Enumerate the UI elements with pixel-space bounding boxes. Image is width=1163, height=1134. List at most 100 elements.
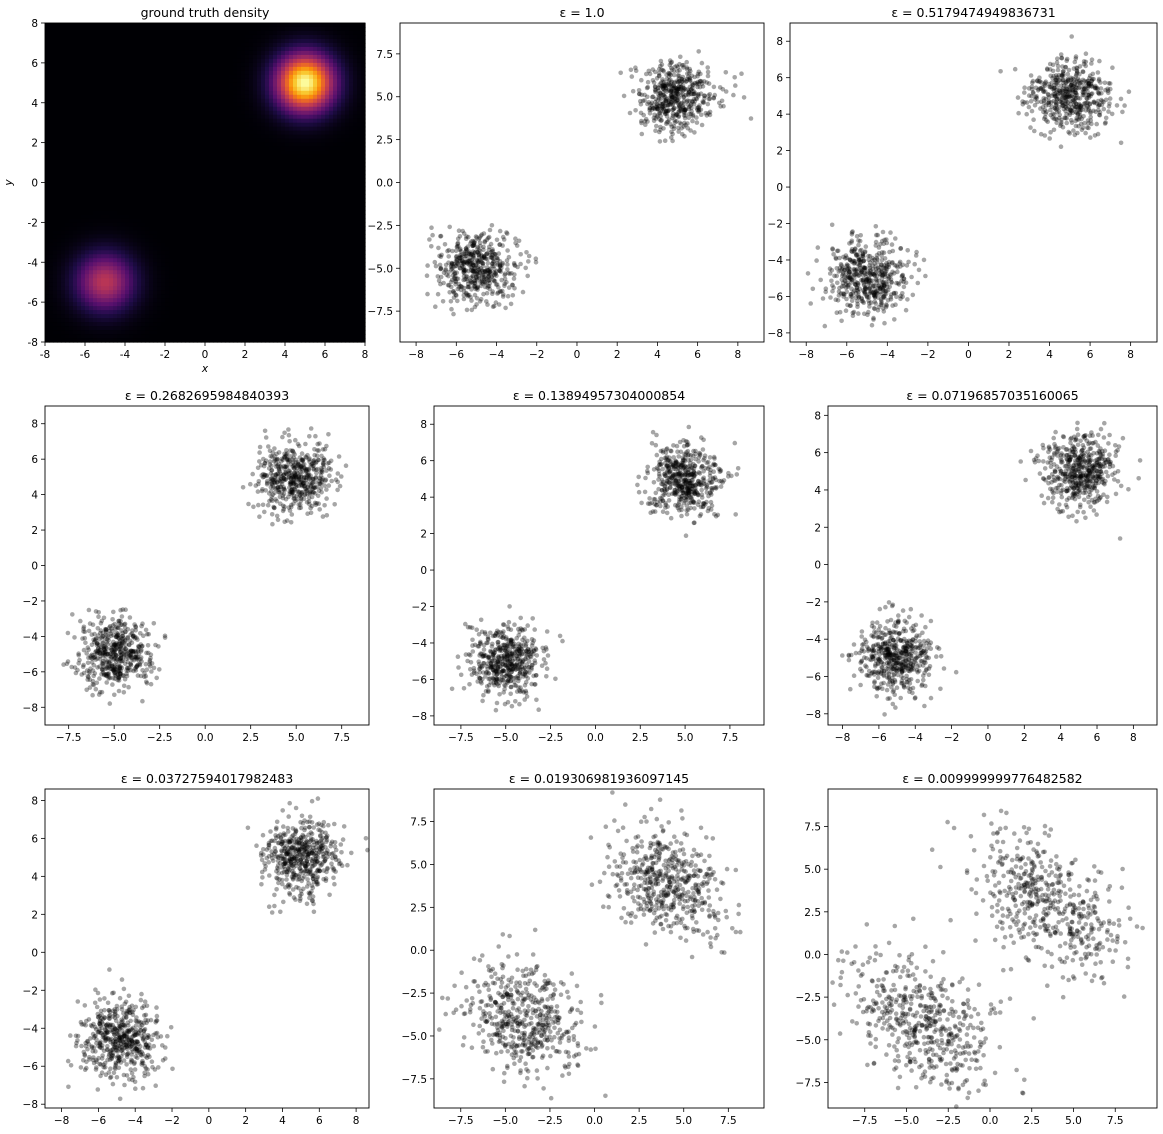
heatmap-cell <box>241 230 246 235</box>
heatmap-cell <box>217 130 222 136</box>
heatmap-cell <box>109 102 114 108</box>
heatmap-cell <box>197 34 202 40</box>
heatmap-cell <box>221 230 226 235</box>
heatmap-cell <box>197 250 202 255</box>
heatmap-cell <box>53 310 58 315</box>
heatmap-cell <box>217 110 222 116</box>
heatmap-cell <box>173 130 178 136</box>
heatmap-cell <box>105 194 110 200</box>
heatmap-cell <box>129 110 134 116</box>
heatmap-cell <box>145 318 150 323</box>
heatmap-cell <box>101 54 106 60</box>
heatmap-cell <box>293 70 298 76</box>
heatmap-cell <box>137 334 142 339</box>
heatmap-cell <box>209 126 214 132</box>
heatmap-cell <box>89 214 94 219</box>
heatmap-cell <box>149 206 154 212</box>
heatmap-cell <box>77 166 82 172</box>
heatmap-cell <box>161 206 166 212</box>
heatmap-cell <box>249 302 254 307</box>
heatmap-cell <box>53 226 58 231</box>
heatmap-cell <box>137 210 142 215</box>
heatmap-cell <box>285 178 290 184</box>
heatmap-cell <box>85 23 90 28</box>
heatmap-cell <box>209 222 214 227</box>
heatmap-cell <box>293 134 298 140</box>
heatmap-cell <box>233 290 238 295</box>
heatmap-cell <box>237 210 242 215</box>
heatmap-cell <box>269 270 274 275</box>
heatmap-cell <box>261 138 266 144</box>
heatmap-cell <box>45 322 50 327</box>
heatmap-cell <box>113 38 118 44</box>
heatmap-cell <box>49 158 54 164</box>
heatmap-cell <box>101 286 106 291</box>
heatmap-cell <box>209 254 214 259</box>
heatmap-cell <box>209 62 214 68</box>
heatmap-cell <box>53 234 58 239</box>
heatmap-cell <box>49 146 54 152</box>
heatmap-cell <box>121 310 126 315</box>
heatmap-cell <box>65 262 70 267</box>
heatmap-cell <box>273 142 278 148</box>
heatmap-cell <box>149 338 154 343</box>
heatmap-cell <box>217 90 222 96</box>
heatmap-cell <box>61 178 66 184</box>
heatmap-cell <box>97 302 102 307</box>
heatmap-cell <box>101 30 106 36</box>
heatmap-cell <box>153 106 158 112</box>
heatmap-cell <box>241 50 246 56</box>
heatmap-cell <box>93 174 98 180</box>
heatmap-cell <box>213 198 218 204</box>
heatmap-cell <box>153 50 158 56</box>
heatmap-cell <box>265 106 270 112</box>
heatmap-cell <box>165 254 170 259</box>
heatmap-cell <box>57 82 62 88</box>
heatmap-cell <box>229 302 234 307</box>
heatmap-cell <box>141 262 146 267</box>
heatmap-cell <box>89 226 94 231</box>
heatmap-cell <box>97 214 102 219</box>
heatmap-cell <box>173 166 178 172</box>
heatmap-cell <box>149 142 154 148</box>
heatmap-cell <box>177 186 182 192</box>
heatmap-cell <box>137 130 142 136</box>
heatmap-cell <box>233 194 238 200</box>
heatmap-cell <box>281 46 286 52</box>
heatmap-cell <box>261 222 266 227</box>
heatmap-cell <box>221 78 226 84</box>
heatmap-cell <box>173 226 178 231</box>
heatmap-cell <box>73 78 78 84</box>
heatmap-cell <box>173 42 178 48</box>
heatmap-cell <box>257 198 262 204</box>
heatmap-cell <box>141 30 146 36</box>
heatmap-cell <box>225 42 230 48</box>
heatmap-cell <box>209 294 214 299</box>
heatmap-cell <box>61 62 66 68</box>
heatmap-cell <box>281 234 286 239</box>
heatmap-cell <box>61 286 66 291</box>
heatmap-cell <box>233 158 238 164</box>
heatmap-cell <box>93 258 98 263</box>
heatmap-cell <box>157 23 162 28</box>
heatmap-cell <box>213 134 218 140</box>
heatmap-cell <box>209 146 214 152</box>
heatmap-cell <box>209 322 214 327</box>
heatmap-cell <box>153 318 158 323</box>
heatmap-cell <box>169 294 174 299</box>
heatmap-cell <box>117 318 122 323</box>
heatmap-cell <box>209 274 214 279</box>
heatmap-cell <box>257 214 262 219</box>
heatmap-cell <box>289 334 294 339</box>
heatmap-cell <box>181 302 186 307</box>
heatmap-cell <box>73 334 78 339</box>
heatmap-cell <box>233 110 238 116</box>
heatmap-cell <box>257 34 262 40</box>
heatmap-cell <box>69 222 74 227</box>
heatmap-cell <box>177 90 182 96</box>
heatmap-cell <box>201 46 206 52</box>
heatmap-cell <box>181 190 186 196</box>
heatmap-cell <box>133 146 138 152</box>
heatmap-cell <box>273 46 278 52</box>
heatmap-cell <box>281 118 286 124</box>
